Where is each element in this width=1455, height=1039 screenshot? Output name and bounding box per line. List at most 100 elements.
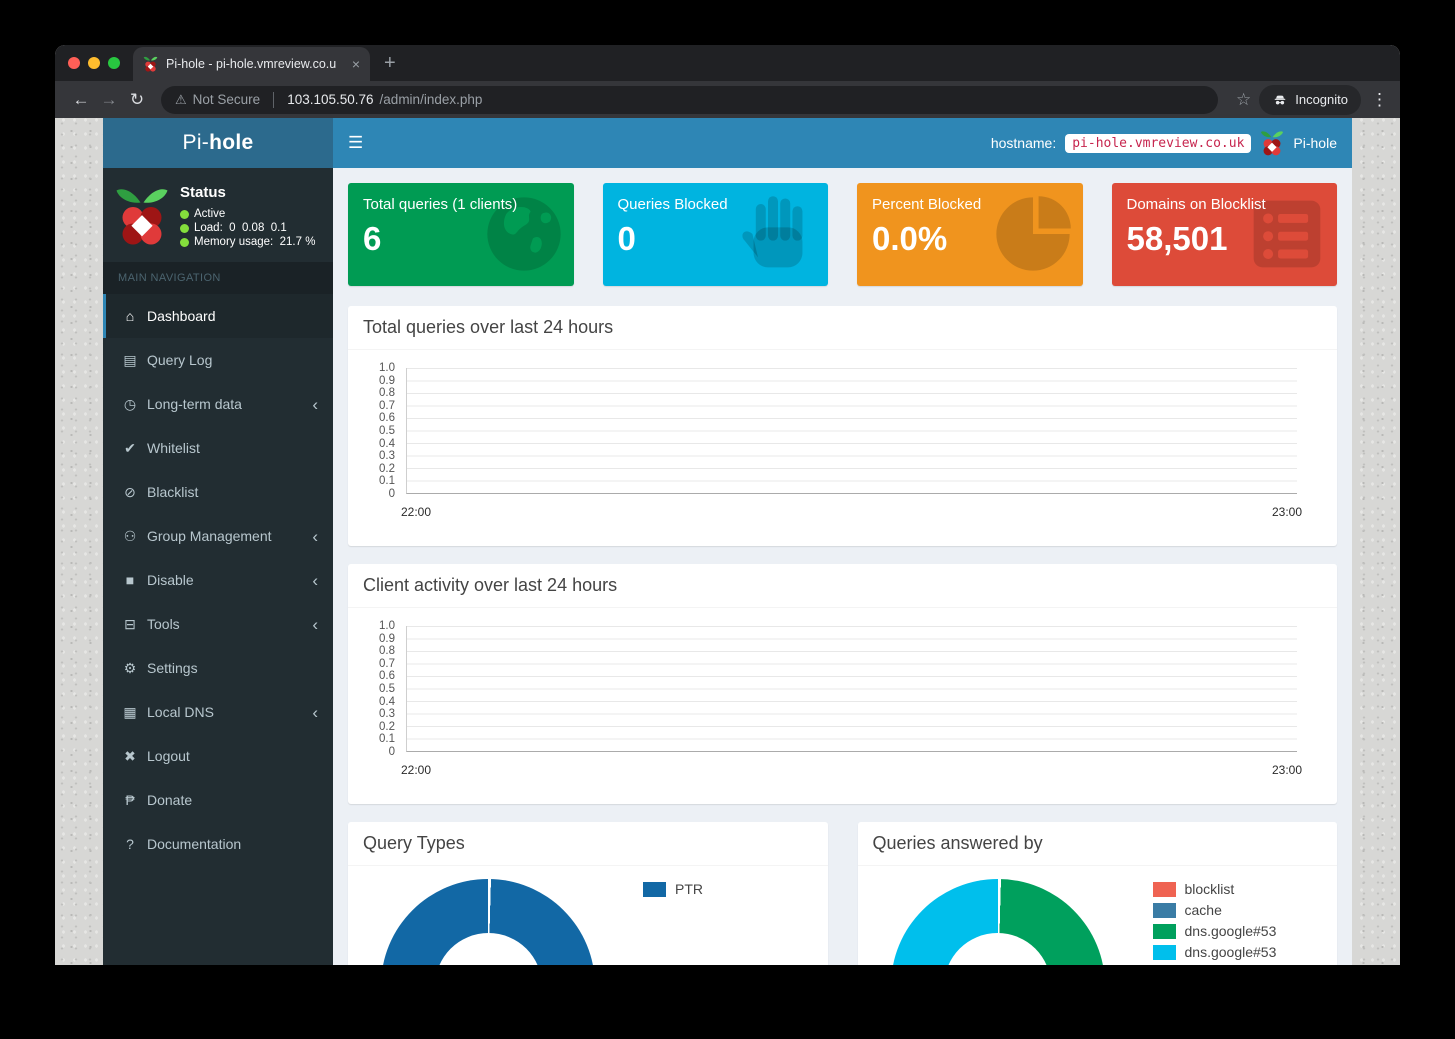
legend-swatch (1153, 882, 1176, 897)
sidebar-item-group-management[interactable]: ⚇ Group Management ‹ (103, 514, 333, 558)
url-host: 103.105.50.76 (287, 92, 373, 107)
card-total-queries: Total queries (1 clients) 6 (348, 183, 574, 286)
main-content: Total queries (1 clients) 6 Queries Bloc… (333, 168, 1352, 965)
legend-item-dns-google-53: dns.google#53 (1153, 944, 1277, 960)
sidebar-item-label: Tools (147, 616, 180, 632)
back-icon[interactable]: ← (67, 90, 95, 110)
sidebar-item-disable[interactable]: ■ Disable ‹ (103, 558, 333, 602)
user-x-icon: ✖ (118, 748, 142, 765)
forward-icon[interactable]: → (95, 90, 123, 110)
sidebar-toggle-icon[interactable]: ☰ (348, 133, 363, 153)
top-navbar: ☰ hostname: pi-hole.vmreview.co.uk Pi-ho… (333, 118, 1352, 168)
card-label: Queries Blocked (618, 196, 814, 213)
queries-answered-legend: blocklist cache (1153, 876, 1277, 965)
sidebar-item-label: Query Log (147, 352, 212, 368)
sidebar-item-label: Long-term data (147, 396, 242, 412)
maximize-window-button[interactable] (108, 57, 120, 69)
y-axis: 1.00.90.80.70.60.50.40.30.20.10 (363, 368, 403, 494)
reload-icon[interactable]: ↻ (123, 90, 151, 110)
panel-client-activity-chart: Client activity over last 24 hours 1.00.… (348, 564, 1337, 804)
sidebar-item-dashboard[interactable]: ⌂ Dashboard ‹ (103, 294, 333, 338)
chevron-left-icon: ‹ (312, 616, 318, 633)
sidebar-item-label: Donate (147, 792, 192, 808)
file-icon: ▤ (118, 352, 142, 369)
minimize-window-button[interactable] (88, 57, 100, 69)
legend-item-dns-google-53: dns.google#53 (1153, 923, 1277, 939)
sidebar-item-label: Blacklist (147, 484, 198, 500)
card-value: 0 (618, 220, 814, 258)
chart-plot-area (406, 368, 1297, 494)
stat-cards: Total queries (1 clients) 6 Queries Bloc… (348, 183, 1337, 286)
ban-icon: ⊘ (118, 484, 142, 501)
card-value: 6 (363, 220, 559, 258)
sidebar-item-local-dns[interactable]: ▦ Local DNS ‹ (103, 690, 333, 734)
sidebar-item-logout[interactable]: ✖ Logout ‹ (103, 734, 333, 778)
pihole-logo[interactable]: Pi-hole (103, 118, 333, 168)
home-icon: ⌂ (118, 308, 142, 324)
chevron-left-icon: ‹ (312, 396, 318, 413)
new-tab-button[interactable]: + (384, 52, 396, 81)
nav-section-label: MAIN NAVIGATION (103, 262, 333, 294)
card-label: Percent Blocked (872, 196, 1068, 213)
legend-item-cache: cache (1153, 902, 1277, 918)
address-bar[interactable]: ⚠ Not Secure 103.105.50.76 /admin/index.… (161, 86, 1218, 114)
bookmark-star-icon[interactable]: ☆ (1236, 90, 1251, 110)
sidebar-item-documentation[interactable]: ? Documentation ‹ (103, 822, 333, 866)
sidebar-item-label: Documentation (147, 836, 241, 852)
sidebar-item-label: Dashboard (147, 308, 216, 324)
chevron-left-icon: ‹ (312, 572, 318, 589)
status-title: Status (180, 184, 315, 201)
sidebar-item-donate[interactable]: ₱ Donate ‹ (103, 778, 333, 822)
card-label: Domains on Blocklist (1127, 196, 1323, 213)
x-axis: 22:00 23:00 (401, 505, 1302, 519)
not-secure-warning-icon: ⚠ (175, 92, 187, 108)
panel-title: Queries answered by (858, 822, 1338, 866)
legend-item-blocklist: blocklist (1153, 881, 1277, 897)
panel-title: Total queries over last 24 hours (348, 306, 1337, 350)
hostname-group: hostname: pi-hole.vmreview.co.uk Pi-hole (991, 130, 1337, 156)
sidebar-item-long-term-data[interactable]: ◷ Long-term data ‹ (103, 382, 333, 426)
client-activity-chart: 1.00.90.80.70.60.50.40.30.20.10 22:00 23… (363, 618, 1322, 790)
legend-swatch (643, 882, 666, 897)
question-icon: ? (118, 836, 142, 852)
sidebar-item-blacklist[interactable]: ⊘ Blacklist ‹ (103, 470, 333, 514)
sidebar-item-whitelist[interactable]: ✔ Whitelist ‹ (103, 426, 333, 470)
browser-tab[interactable]: Pi-hole - pi-hole.vmreview.co.u × (133, 47, 370, 81)
panel-title: Client activity over last 24 hours (348, 564, 1337, 608)
status-row: Load: 0 0.08 0.1 (180, 222, 315, 234)
legend-item-ptr: PTR (643, 881, 703, 897)
sidebar-item-query-log[interactable]: ▤ Query Log ‹ (103, 338, 333, 382)
sidebar-item-label: Disable (147, 572, 194, 588)
chevron-left-icon: ‹ (312, 528, 318, 545)
queries-answered-donut (891, 879, 1105, 965)
security-label: Not Secure (193, 92, 261, 107)
status-panel: Status Active (103, 168, 333, 262)
y-axis: 1.00.90.80.70.60.50.40.30.20.10 (363, 626, 403, 752)
card-value: 58,501 (1127, 220, 1323, 258)
url-bar: ← → ↻ ⚠ Not Secure 103.105.50.76 /admin/… (55, 81, 1400, 118)
tab-close-icon[interactable]: × (352, 56, 360, 72)
sidebar-item-label: Settings (147, 660, 198, 676)
chevron-left-icon: ‹ (312, 704, 318, 721)
clock-icon: ◷ (118, 396, 142, 413)
check-circle-icon: ✔ (118, 440, 142, 457)
card-label: Total queries (1 clients) (363, 196, 559, 213)
sidebar-nav: ⌂ Dashboard ‹ ▤ Query Log ‹ (103, 294, 333, 866)
sidebar-item-label: Local DNS (147, 704, 214, 720)
incognito-label: Incognito (1295, 92, 1348, 107)
sidebar-item-tools[interactable]: ⊟ Tools ‹ (103, 602, 333, 646)
address-divider (273, 92, 274, 108)
hostname-value: pi-hole.vmreview.co.uk (1065, 134, 1251, 153)
folder-icon: ⊟ (118, 616, 142, 633)
close-window-button[interactable] (68, 57, 80, 69)
page-background: Pi-hole ☰ hostname: pi-hole.vmreview.co.… (55, 118, 1400, 965)
chart-plot-area (406, 626, 1297, 752)
raspberry-icon (1260, 130, 1284, 156)
browser-menu-icon[interactable]: ⋮ (1371, 90, 1388, 110)
status-dot-icon (180, 224, 189, 233)
panel-title: Query Types (348, 822, 828, 866)
card-queries-blocked: Queries Blocked 0 (603, 183, 829, 286)
query-types-donut (381, 879, 595, 965)
panel-total-queries-chart: Total queries over last 24 hours 1.00.90… (348, 306, 1337, 546)
sidebar-item-settings[interactable]: ⚙ Settings ‹ (103, 646, 333, 690)
